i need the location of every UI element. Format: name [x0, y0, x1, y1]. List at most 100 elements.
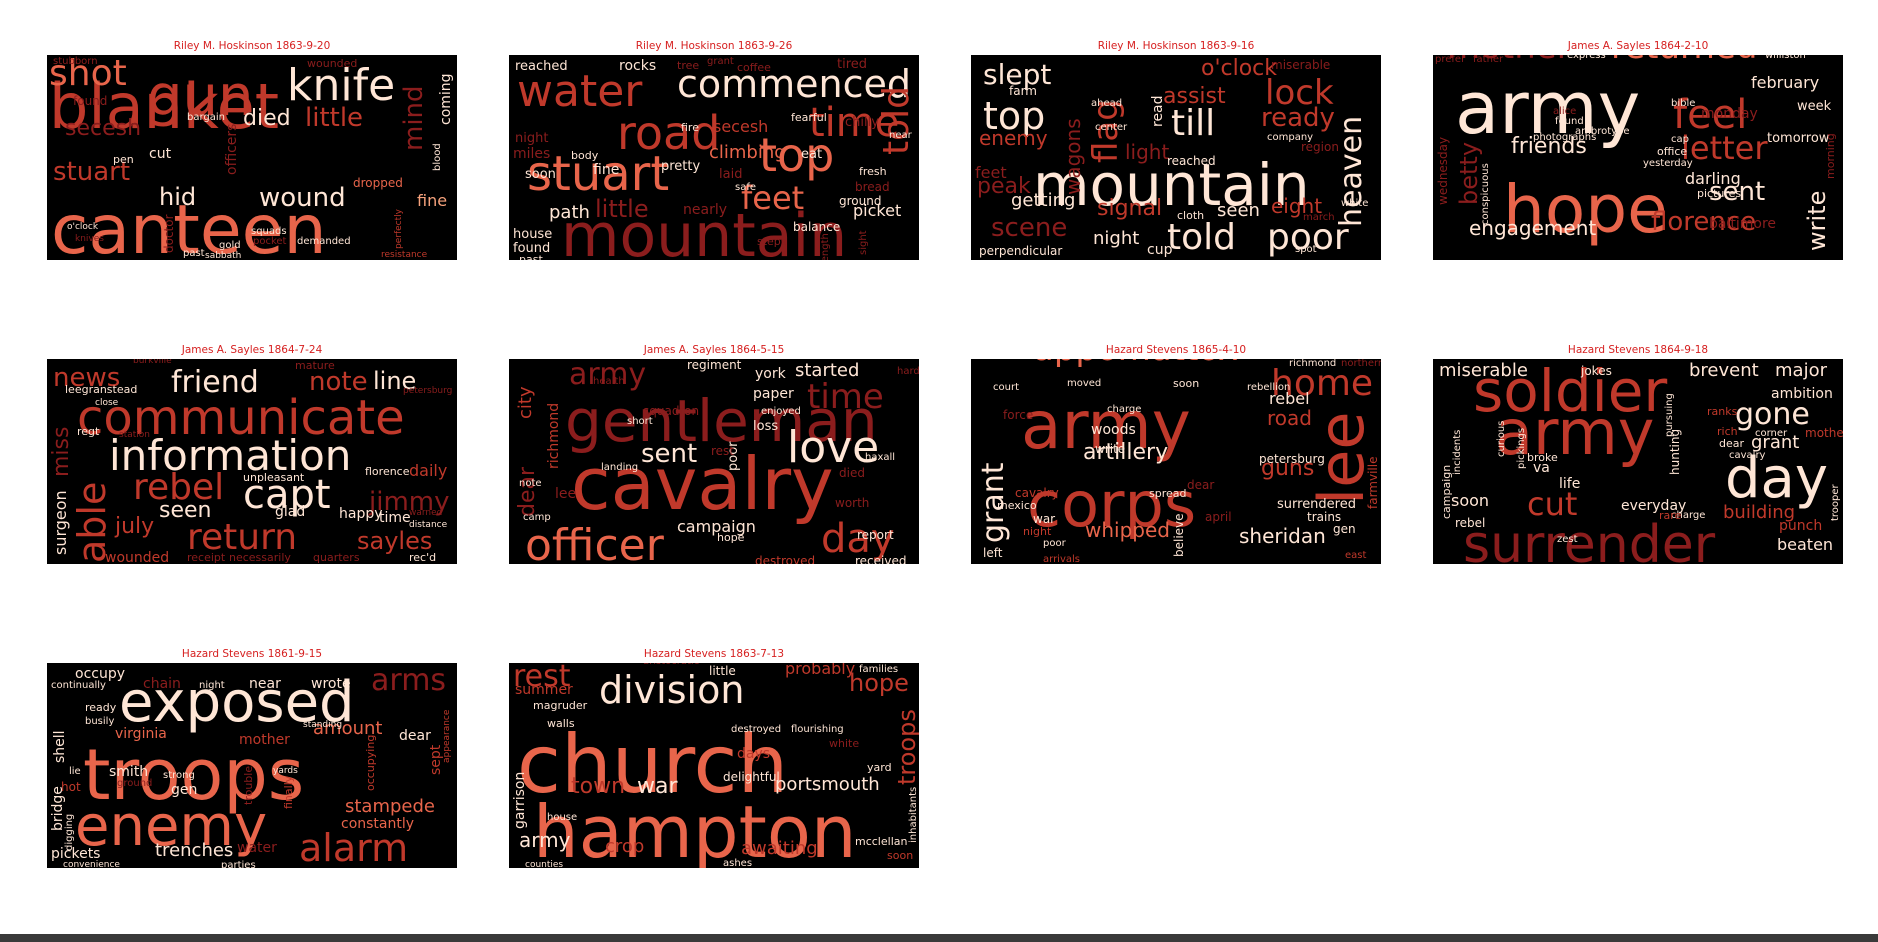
cloud-word: rest [513, 663, 571, 694]
cloud-word: received [855, 553, 907, 564]
cloud-word: pickings [1516, 427, 1527, 469]
cloud-word: cut [1527, 484, 1578, 523]
cloud-word: reached [1167, 153, 1216, 168]
cloud-word: walls [547, 716, 575, 730]
cloud-word: portsmouth [775, 773, 880, 795]
cloud-word: standing [303, 720, 343, 731]
cloud-word: army [1495, 396, 1655, 470]
cloud-word: occupying [364, 734, 377, 791]
cloud-word: near [889, 129, 912, 141]
cloud-word: hope [717, 530, 745, 544]
cloud-word: knife [287, 59, 396, 111]
cloud-word: close [95, 398, 119, 409]
cloud-word: flourishing [791, 723, 844, 735]
cloud-word: smith [109, 764, 149, 781]
cloud-word: friend [171, 364, 259, 400]
cloud-word: miss [49, 426, 74, 477]
wordcloud-panel: Hazard Stevens 1863-7-13 church hampton div… [509, 648, 919, 868]
cloud-word: returned [1611, 55, 1757, 64]
cloud-word: leegranstead [65, 382, 138, 396]
cloud-word: july [115, 514, 155, 540]
cloud-word: morning [1824, 133, 1837, 179]
cloud-word: eat [801, 146, 823, 162]
cloud-word: soon [887, 848, 914, 862]
cloud-word: sheridan [1239, 524, 1326, 548]
cloud-word: rocks [619, 58, 657, 75]
cloud-word: mountain [1033, 150, 1310, 219]
cloud-word: farmville [1366, 456, 1380, 509]
cloud-word: assist [1163, 84, 1226, 110]
cloud-word: pursuing [1664, 393, 1675, 437]
wordcloud-canvas: mountain stuart commenced road water top feet t… [509, 55, 919, 260]
cloud-word: burkville [133, 359, 172, 367]
cloud-word: bible [1671, 97, 1696, 109]
cloud-word: camp [523, 511, 551, 523]
cloud-word: trains [1307, 509, 1342, 524]
cloud-word: center [1095, 121, 1128, 133]
panel-title: Riley M. Hoskinson 1863-9-26 [635, 40, 793, 52]
cloud-word: rich [1717, 424, 1738, 438]
cloud-word: told [1167, 217, 1236, 259]
cloud-word: arrivals [1043, 553, 1080, 564]
cloud-word: report [857, 527, 894, 542]
cloud-word: parties [221, 859, 256, 868]
cloud-word: information [109, 431, 352, 481]
cloud-word: day [1725, 446, 1829, 512]
cloud-word: office [1657, 144, 1688, 158]
cloud-word: soldier [1473, 359, 1668, 425]
cloud-word: resistance [381, 250, 428, 260]
cloud-word: families [859, 663, 899, 675]
cloud-word: seen [1217, 199, 1260, 221]
cloud-word: white [1341, 197, 1369, 209]
cloud-word: alarm [299, 825, 409, 868]
cloud-word: water [517, 65, 643, 117]
cloud-word: pictures [1697, 186, 1742, 200]
cloud-word: campaign [1440, 464, 1453, 519]
cloud-word: poor [1043, 537, 1066, 549]
cloud-word: alice [1553, 105, 1577, 117]
cloud-word: appomattox [1033, 359, 1238, 366]
cloud-word: engagement [1469, 216, 1597, 240]
cloud-word: capt [243, 472, 331, 518]
cloud-word: wound [259, 182, 346, 213]
cloud-word: fine [593, 162, 620, 179]
cloud-word: write [1803, 190, 1831, 251]
cloud-word: commenced [677, 61, 912, 106]
cloud-word: picket [853, 201, 902, 221]
cloud-word: return [187, 517, 298, 559]
cloud-word: beaten [1777, 535, 1834, 555]
cloud-word: jimmy [369, 486, 450, 517]
cloud-word: fearful [791, 110, 827, 124]
cloud-word: news [53, 362, 121, 393]
cloud-word: army [1455, 65, 1641, 150]
cloud-word: heaven [1334, 115, 1369, 227]
cloud-word: communicate [77, 390, 405, 447]
cloud-word: gun [147, 64, 254, 130]
cloud-word: time [807, 377, 884, 418]
cloud-word: told [876, 86, 917, 155]
cloud-word: ashes [723, 857, 753, 868]
cloud-word: cap [1671, 133, 1689, 145]
cloud-word: troops [893, 709, 919, 785]
cloud-word: artillery [1083, 440, 1169, 466]
panel-title: Hazard Stevens 1861-9-15 [181, 648, 323, 660]
cloud-word: love [787, 421, 880, 473]
cloud-word: night [199, 679, 225, 691]
cloud-word: incidents [1452, 429, 1463, 475]
cloud-word: york [755, 366, 786, 383]
cloud-word: loss [753, 418, 779, 434]
wordcloud-panel: Hazard Stevens 1865-4-10armycorpsleeappo… [971, 344, 1381, 564]
cloud-word: petersburg [403, 386, 453, 397]
cloud-word: crop [605, 835, 645, 857]
cloud-word: counties [525, 860, 564, 868]
cloud-word: williston [1765, 55, 1806, 61]
cloud-word: left [983, 545, 1003, 560]
cloud-word: signal [1097, 196, 1163, 222]
cloud-word: getting [1011, 189, 1076, 211]
cloud-word: soon [525, 166, 556, 182]
cloud-word: zest [1557, 533, 1578, 545]
cloud-word: gentleman [565, 386, 878, 455]
cloud-word: everyday [1621, 498, 1687, 515]
cloud-word: court [993, 381, 1019, 393]
